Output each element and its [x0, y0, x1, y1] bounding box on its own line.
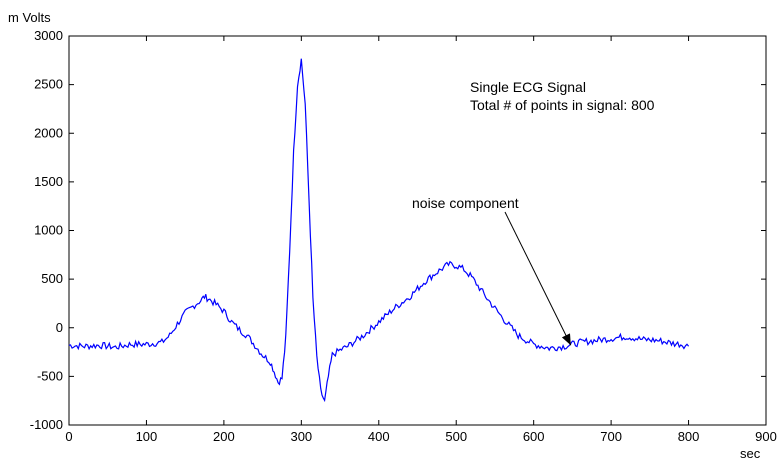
y-tick-label: -1000: [30, 417, 63, 432]
noise-arrow-line: [504, 211, 572, 346]
points-count-annotation: Total # of points in signal: 800: [470, 97, 655, 113]
y-tick-label: 500: [41, 271, 63, 286]
y-axis-title: m Volts: [8, 10, 51, 25]
y-axis-ticks: 3000 2500 2000 1500 1000 500 0 -500 -1000: [30, 28, 766, 432]
noise-arrow: [504, 211, 572, 346]
y-tick-label: 1500: [34, 174, 63, 189]
x-tick-label: 400: [368, 429, 390, 444]
y-tick-label: 0: [56, 320, 63, 335]
y-tick-label: 2500: [34, 77, 63, 92]
x-tick-label: 200: [213, 429, 235, 444]
ecg-series-line: [68, 58, 690, 403]
x-tick-label: 0: [65, 429, 72, 444]
x-tick-label: 600: [523, 429, 545, 444]
x-tick-label: 500: [445, 429, 467, 444]
x-tick-label: 800: [678, 429, 700, 444]
y-tick-label: 3000: [34, 28, 63, 43]
noise-arrow-head: [561, 333, 571, 346]
x-tick-label: 900: [755, 429, 777, 444]
y-tick-label: 2000: [34, 125, 63, 140]
plot-area: [68, 35, 767, 426]
series-layer: [68, 58, 690, 403]
x-axis-ticks: 0 100 200 300 400 500 600 700 800 900: [65, 36, 777, 444]
x-tick-label: 100: [136, 429, 158, 444]
noise-component-label: noise component: [412, 195, 519, 211]
y-tick-label: -500: [37, 368, 63, 383]
x-tick-label: 300: [290, 429, 312, 444]
y-tick-label: 1000: [34, 223, 63, 238]
x-tick-label: 700: [600, 429, 622, 444]
x-axis-title: sec: [740, 446, 761, 461]
signal-title-annotation: Single ECG Signal: [470, 79, 586, 95]
